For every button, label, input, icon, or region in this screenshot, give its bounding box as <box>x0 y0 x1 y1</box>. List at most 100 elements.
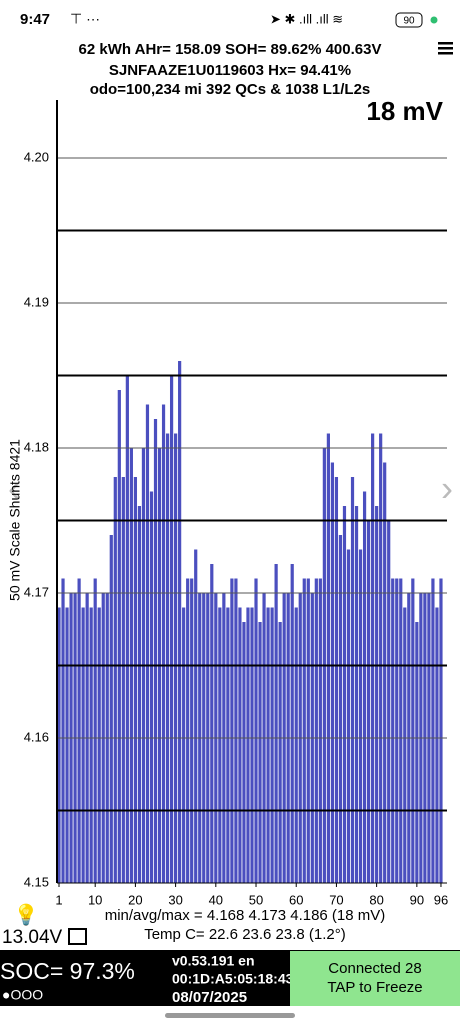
nav-pill <box>165 1013 295 1018</box>
header-line: odo=100,234 mi 392 QCs & 1038 L1/L2s <box>90 81 371 98</box>
bar <box>234 578 238 883</box>
bar <box>117 390 121 883</box>
x-tick-label: 30 <box>168 892 182 907</box>
y-tick-label: 4.19 <box>24 294 49 309</box>
y-tick-label: 4.18 <box>24 439 49 454</box>
menu[interactable] <box>438 42 453 55</box>
bar <box>334 477 339 883</box>
bar <box>165 433 170 883</box>
bar <box>125 375 129 883</box>
bar <box>379 433 383 883</box>
bar <box>270 607 274 883</box>
y-axis-label: 50 mV Scale Shunts 8421 <box>7 439 23 601</box>
connect-button[interactable] <box>290 951 460 1006</box>
x-tick-label: 1 <box>55 892 62 907</box>
bar <box>274 564 278 883</box>
chart: 4.15 4.16 4.17 4.18 4.19 4.20 1 10 20 30 40 50 60 70 8… <box>24 100 448 907</box>
calendar[interactable] <box>68 928 87 945</box>
x-tick-label: 80 <box>369 892 383 907</box>
bar <box>194 549 198 883</box>
bar <box>121 477 125 883</box>
bar <box>318 578 322 883</box>
bar <box>338 535 343 883</box>
x-tick-label: 60 <box>289 892 303 907</box>
header-line: 62 kWh AHr= 158.09 SOH= 89.62% 400.63V <box>79 41 382 58</box>
bar <box>395 578 399 883</box>
bar <box>306 578 310 883</box>
bar <box>302 578 306 883</box>
battery-level: 90 <box>403 16 415 27</box>
bar <box>65 607 69 883</box>
x-tick-label: 70 <box>329 892 343 907</box>
bar <box>133 477 138 883</box>
bar <box>290 564 294 883</box>
bar <box>226 607 230 883</box>
bar <box>218 607 222 883</box>
x-tick-label: 96 <box>434 892 448 907</box>
x-tick-label: 10 <box>88 892 102 907</box>
bar <box>97 607 101 883</box>
bar <box>326 433 330 883</box>
prev-arrow[interactable]: ‹ <box>8 468 20 509</box>
bar <box>366 520 371 883</box>
bar <box>161 404 166 883</box>
bar <box>391 578 395 883</box>
bar <box>350 477 355 883</box>
bar <box>81 607 85 883</box>
dots: ●OOO <box>2 987 43 1003</box>
bar <box>210 564 214 883</box>
status-icons-right: ➤ ✱ .ıll .ıll ≋ <box>270 11 343 26</box>
bar <box>266 607 270 883</box>
bar <box>258 622 262 883</box>
bar <box>61 578 65 883</box>
bar <box>242 622 246 883</box>
bar <box>330 462 335 883</box>
version: v0.53.191 en <box>172 953 255 969</box>
bar <box>169 375 174 883</box>
soc: SOC= 97.3% <box>0 958 135 984</box>
x-tick-label: 40 <box>209 892 223 907</box>
bar <box>431 578 435 883</box>
bar <box>93 578 97 883</box>
bar <box>57 607 61 883</box>
bar <box>314 578 318 883</box>
bar <box>186 578 190 883</box>
y-tick-label: 4.20 <box>24 149 49 164</box>
bar <box>153 419 158 883</box>
bar <box>403 607 407 883</box>
bar <box>137 506 142 883</box>
bar <box>149 491 154 883</box>
bar <box>358 549 363 883</box>
connected: Connected 28 <box>328 960 421 977</box>
x-tick-label: 20 <box>128 892 142 907</box>
bar <box>250 607 254 883</box>
bar <box>254 578 258 883</box>
bar <box>174 433 178 883</box>
bulb[interactable]: 💡 <box>14 902 39 926</box>
bar <box>278 622 282 883</box>
mac: 00:1D:A5:05:18:43 <box>172 971 294 987</box>
bar <box>375 506 379 883</box>
bar <box>246 607 250 883</box>
y-tick-label: 4.16 <box>24 729 49 744</box>
bar <box>145 404 150 883</box>
bar <box>342 506 347 883</box>
bar <box>399 578 403 883</box>
header-line: SJNFAAZE1U0119603 Hx= 94.41% <box>109 62 351 79</box>
bar <box>383 462 387 883</box>
bar <box>89 607 93 883</box>
date: 08/07/2025 <box>172 989 247 1006</box>
bar <box>415 622 419 883</box>
bar <box>294 607 298 883</box>
bar <box>371 433 375 883</box>
y-tick-label: 4.15 <box>24 874 49 889</box>
bar <box>113 477 117 883</box>
bar <box>178 361 182 883</box>
y-tick-label: 4.17 <box>24 584 49 599</box>
temp: Temp C= 22.6 23.6 23.8 (1.2°) <box>144 926 346 943</box>
x-tick-label: 90 <box>410 892 424 907</box>
next-arrow[interactable]: › <box>441 468 453 509</box>
